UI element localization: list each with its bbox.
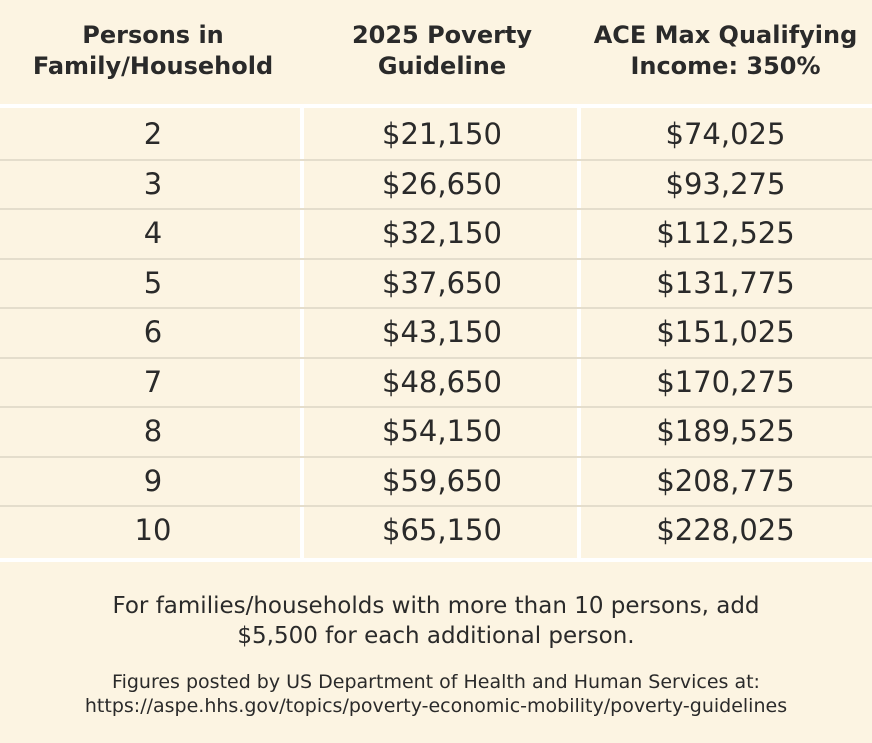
header-cell: Persons in [82, 21, 224, 49]
table-cell: $189,525 [656, 414, 795, 448]
source-text: https://aspe.hhs.gov/topics/poverty-econ… [84, 695, 788, 717]
table-cell: $54,150 [382, 414, 502, 448]
table-cell: $43,150 [382, 315, 502, 349]
table-cell: 4 [143, 216, 163, 250]
table-cell: $32,150 [382, 216, 502, 250]
footnote: $5,500 for each additional person. [237, 623, 635, 649]
header-cell: Guideline [377, 52, 507, 80]
table-cell: $131,775 [656, 265, 795, 300]
header-cell: 2025 Poverty [351, 21, 533, 49]
header-cell: ACE Max Qualifying [593, 21, 858, 49]
row-divider [0, 208, 872, 210]
table-cell: $151,025 [656, 315, 795, 349]
header-divider [0, 104, 872, 108]
table-cell: $65,150 [382, 513, 502, 547]
header-cell: Income: 350% [630, 52, 821, 80]
row-divider [0, 505, 872, 507]
header-cell: Family/Household [32, 52, 274, 80]
table-cell: $74,025 [665, 117, 786, 151]
table-cell: $48,650 [382, 364, 502, 399]
column-divider [300, 108, 304, 558]
table-cell: 6 [143, 315, 163, 349]
row-divider [0, 356, 872, 359]
column-divider [577, 108, 581, 558]
row-divider [0, 406, 872, 408]
table-cell: $208,775 [656, 463, 795, 498]
row-divider [0, 158, 872, 161]
table-cell: $93,275 [665, 166, 786, 201]
source-text: Figures posted by US Department of Healt… [112, 671, 760, 693]
table-cell: 7 [143, 364, 163, 399]
row-divider [0, 307, 872, 309]
table-cell: $59,650 [382, 463, 502, 498]
table-cell: $170,275 [656, 364, 795, 399]
footer-divider [0, 558, 872, 562]
table-cell: 2 [143, 117, 163, 151]
table-cell: $37,650 [382, 265, 502, 300]
table-cell: 9 [143, 463, 163, 498]
table-cell: 8 [143, 414, 163, 448]
table-cell: 3 [143, 166, 163, 201]
table-cell: 10 [134, 513, 172, 547]
footnote: For families/households with more than 1… [112, 593, 760, 619]
table-cell: 5 [143, 265, 163, 300]
table-cell: $112,525 [656, 216, 795, 250]
table: Persons in Family/Household 2025 Poverty Gu… [0, 21, 872, 562]
row-divider [0, 257, 872, 260]
table-cell: $26,650 [382, 166, 502, 201]
table-cell: $21,150 [382, 117, 502, 151]
table-cell: $228,025 [656, 513, 795, 547]
row-divider [0, 455, 872, 458]
